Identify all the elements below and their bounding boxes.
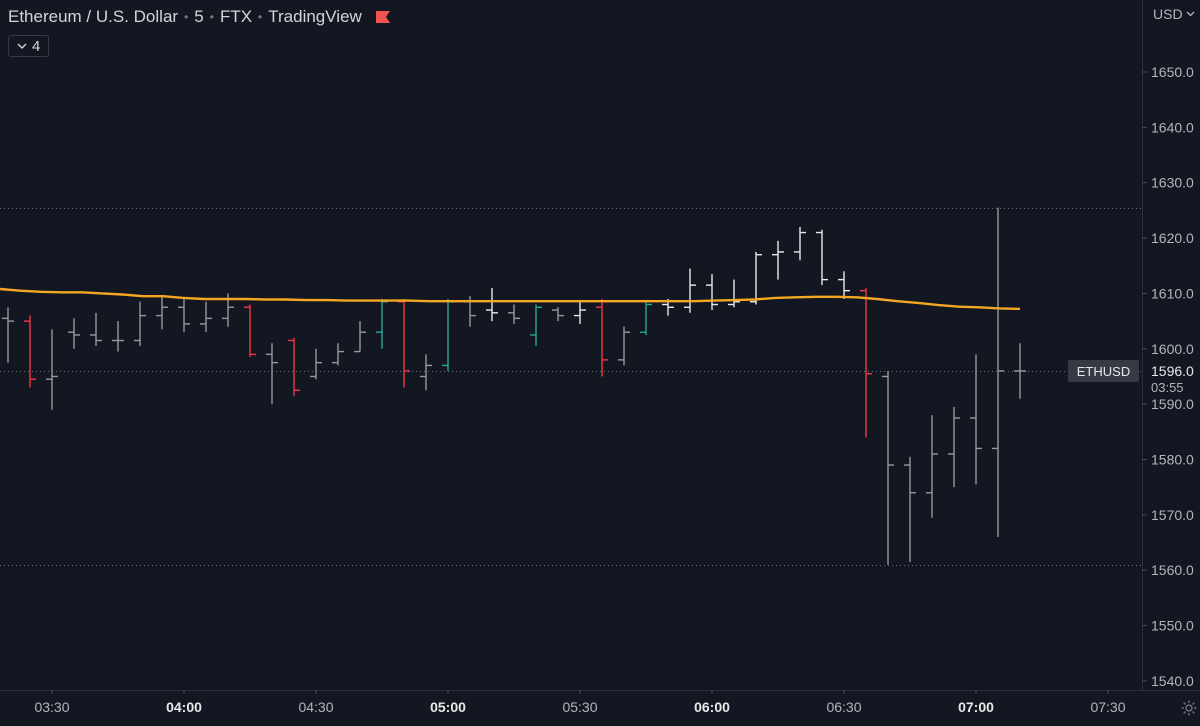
ohlc-bar[interactable] bbox=[794, 227, 806, 261]
ohlc-bar[interactable] bbox=[332, 343, 344, 366]
ohlc-bar[interactable] bbox=[838, 271, 850, 299]
bar-countdown-label: 03:55 bbox=[1151, 380, 1184, 395]
indicators-toggle-button[interactable]: 4 bbox=[8, 35, 50, 57]
ohlc-bar[interactable] bbox=[310, 348, 322, 380]
time-tick-label: 06:30 bbox=[826, 699, 861, 715]
legend-separator-dot: • bbox=[184, 10, 189, 24]
ohlc-bar[interactable] bbox=[728, 279, 740, 308]
ohlc-bar[interactable] bbox=[178, 298, 190, 333]
time-tick-label: 06:00 bbox=[694, 699, 730, 715]
ohlc-bar[interactable] bbox=[596, 298, 608, 377]
price-tick-label: 1570.0 bbox=[1151, 507, 1194, 523]
ohlc-bar[interactable] bbox=[970, 354, 982, 485]
price-tick-label: 1620.0 bbox=[1151, 230, 1194, 246]
exchange-label: FTX bbox=[219, 7, 253, 26]
ohlc-bar[interactable] bbox=[486, 287, 498, 322]
ohlc-bar[interactable] bbox=[24, 315, 36, 388]
ohlc-bar[interactable] bbox=[772, 240, 784, 280]
ohlc-bar[interactable] bbox=[376, 298, 388, 349]
ohlc-bar[interactable] bbox=[882, 370, 894, 565]
time-tick-label: 03:30 bbox=[34, 699, 69, 715]
ohlc-bar[interactable] bbox=[442, 298, 454, 371]
ohlc-bar[interactable] bbox=[530, 304, 542, 347]
price-tick-label: 1640.0 bbox=[1151, 119, 1194, 135]
price-tick-label: 1590.0 bbox=[1151, 396, 1194, 412]
price-tick-label: 1580.0 bbox=[1151, 452, 1194, 468]
ohlc-bar[interactable] bbox=[46, 329, 58, 410]
ohlc-bar[interactable] bbox=[1014, 343, 1026, 399]
ohlc-bar[interactable] bbox=[420, 354, 432, 391]
time-tick-label: 04:00 bbox=[166, 699, 202, 715]
price-tick-label: 1610.0 bbox=[1151, 285, 1194, 301]
currency-selector[interactable]: USD bbox=[1153, 6, 1195, 22]
last-price-label: 1596.0 bbox=[1151, 363, 1194, 379]
ohlc-bar[interactable] bbox=[266, 343, 278, 405]
symbol-legend: Ethereum / U.S. Dollar • 5 • FTX • Tradi… bbox=[8, 6, 390, 28]
ohlc-bar[interactable] bbox=[244, 304, 256, 358]
chevron-down-icon bbox=[17, 43, 27, 49]
indicators-count: 4 bbox=[32, 37, 41, 55]
price-tick-label: 1630.0 bbox=[1151, 175, 1194, 191]
ohlc-bar[interactable] bbox=[750, 251, 762, 305]
ohlc-bar[interactable] bbox=[640, 301, 652, 335]
ohlc-bar[interactable] bbox=[68, 318, 80, 349]
provider-label: TradingView bbox=[268, 7, 362, 26]
ohlc-bar[interactable] bbox=[926, 415, 938, 518]
ohlc-bar[interactable] bbox=[904, 456, 916, 562]
ohlc-bar[interactable] bbox=[618, 326, 630, 366]
time-tick-label: 04:30 bbox=[298, 699, 333, 715]
symbol-name[interactable]: Ethereum / U.S. Dollar bbox=[8, 7, 179, 26]
symbol-badge[interactable] bbox=[1068, 360, 1139, 382]
symbol-badge-label: ETHUSD bbox=[1077, 364, 1130, 379]
flag-icon[interactable] bbox=[375, 11, 390, 23]
gear-icon[interactable] bbox=[1180, 699, 1198, 717]
price-tick-label: 1600.0 bbox=[1151, 341, 1194, 357]
ohlc-bar[interactable] bbox=[200, 301, 212, 333]
time-tick-label: 05:30 bbox=[562, 699, 597, 715]
price-tick-label: 1540.0 bbox=[1151, 673, 1194, 689]
ohlc-bar[interactable] bbox=[2, 307, 14, 363]
ohlc-bar[interactable] bbox=[508, 304, 520, 324]
ohlc-bar[interactable] bbox=[684, 268, 696, 313]
time-tick-label: 07:30 bbox=[1090, 699, 1125, 715]
ohlc-bar[interactable] bbox=[90, 312, 102, 347]
price-tick-label: 1650.0 bbox=[1151, 64, 1194, 80]
currency-label: USD bbox=[1153, 6, 1183, 22]
ohlc-bar[interactable] bbox=[398, 298, 410, 388]
ohlc-bar[interactable] bbox=[992, 207, 1004, 538]
price-tick-label: 1560.0 bbox=[1151, 562, 1194, 578]
legend-separator-dot: • bbox=[258, 10, 263, 24]
last-price-box bbox=[1143, 360, 1200, 382]
chevron-down-icon bbox=[1186, 11, 1195, 17]
moving-average-line[interactable] bbox=[0, 287, 1021, 311]
interval-label[interactable]: 5 bbox=[194, 7, 204, 26]
ohlc-bar[interactable] bbox=[354, 321, 366, 353]
ohlc-bar[interactable] bbox=[288, 337, 300, 396]
ohlc-bar[interactable] bbox=[706, 274, 718, 311]
time-tick-label: 07:00 bbox=[958, 699, 994, 715]
legend-separator-dot: • bbox=[209, 10, 214, 24]
price-tick-label: 1550.0 bbox=[1151, 618, 1194, 634]
ohlc-bar[interactable] bbox=[860, 287, 872, 438]
ohlc-bar[interactable] bbox=[574, 301, 586, 324]
ohlc-bar[interactable] bbox=[156, 296, 168, 330]
ohlc-bar[interactable] bbox=[948, 406, 960, 488]
ohlc-bar[interactable] bbox=[112, 321, 124, 352]
ohlc-bar[interactable] bbox=[552, 307, 564, 322]
ohlc-bar[interactable] bbox=[134, 301, 146, 347]
ohlc-bar[interactable] bbox=[816, 229, 828, 286]
time-tick-label: 05:00 bbox=[430, 699, 466, 715]
